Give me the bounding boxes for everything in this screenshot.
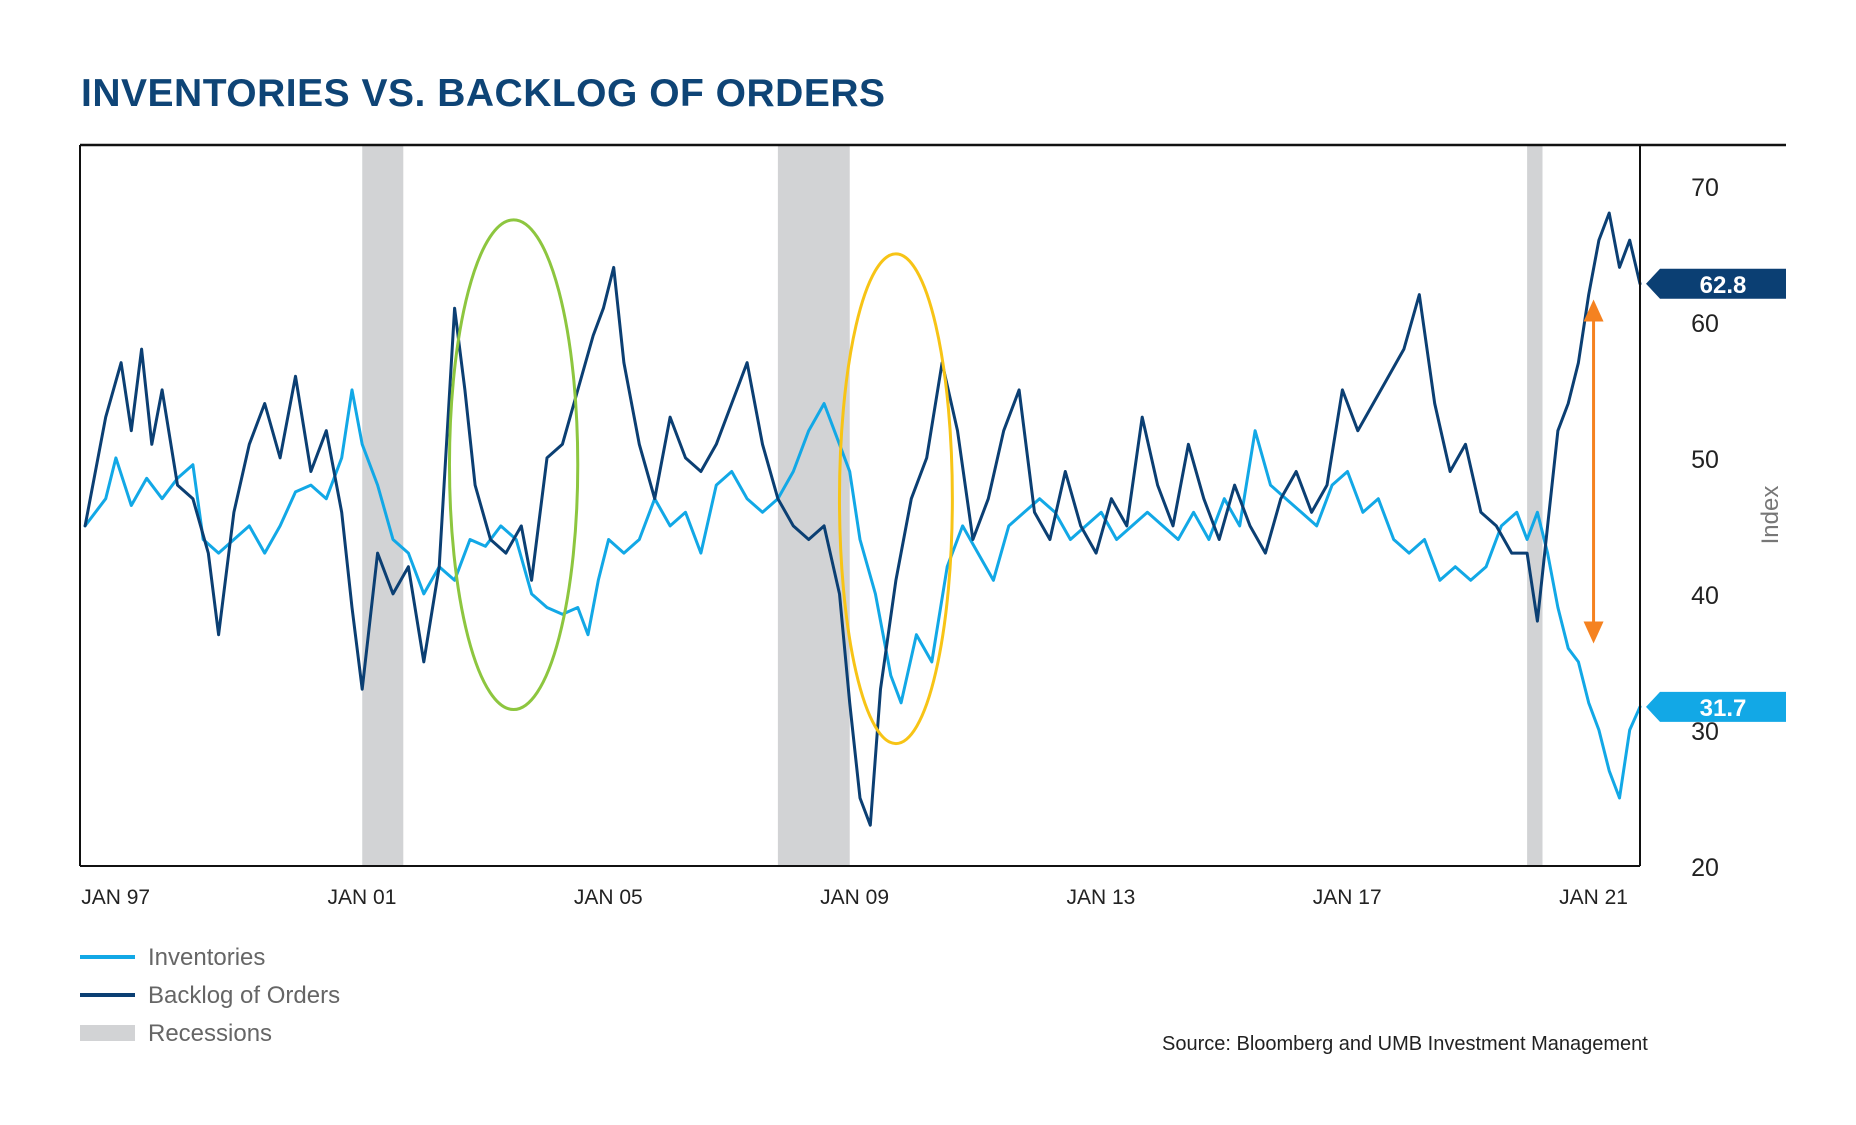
gap-arrow-head-up: [1583, 299, 1604, 322]
plot-frame: [79, 143, 1786, 867]
x-tick-label: JAN 17: [1313, 886, 1382, 909]
legend-label-inventories: Inventories: [148, 944, 265, 971]
yellow-highlight-ellipse: [837, 252, 954, 746]
x-tick-label: JAN 21: [1559, 886, 1628, 909]
legend-label-backlog-of-orders: Backlog of Orders: [148, 982, 340, 1009]
recession-band: [1527, 145, 1543, 866]
value-flag: [1646, 691, 1786, 722]
chart-title: INVENTORIES VS. BACKLOG OF ORDERS: [81, 72, 886, 115]
series-layer: [83, 211, 1642, 827]
legend: Inventories Backlog of Orders Recessions: [80, 944, 340, 1047]
y-tick-label: 30: [1691, 718, 1719, 746]
y-tick-label: 60: [1691, 310, 1719, 338]
x-tick-label: JAN 13: [1066, 886, 1135, 909]
y-axis-label: Index: [1757, 486, 1784, 545]
recession-band: [777, 145, 850, 866]
series-line-backlog-of-orders: [83, 211, 1642, 827]
value-flag-label: 31.7: [1700, 695, 1747, 722]
x-tick-label: JAN 01: [328, 886, 397, 909]
value-flag-label: 62.8: [1700, 272, 1747, 299]
legend-swatch-recessions: [80, 1025, 135, 1041]
x-tick-label: JAN 05: [574, 886, 643, 909]
source-note: Source: Bloomberg and UMB Investment Man…: [1162, 1033, 1648, 1055]
y-tick-label: 50: [1691, 446, 1719, 474]
y-tick-label: 20: [1691, 854, 1719, 882]
gap-arrow-head-down: [1583, 621, 1604, 644]
x-tick-label: JAN 97: [81, 886, 150, 909]
x-tick-label: JAN 09: [820, 886, 889, 909]
value-flag: [1646, 268, 1786, 299]
annotations: 62.8 31.7: [447, 218, 1786, 746]
axes: 20 30 40 50 60 70 JAN 97 JAN 01 JAN 05 JAN 09 JAN …: [81, 174, 1784, 909]
series-line-inventories: [83, 388, 1642, 800]
y-tick-label: 70: [1691, 174, 1719, 202]
green-highlight-ellipse: [447, 218, 580, 712]
y-tick-label: 40: [1691, 582, 1719, 610]
legend-label-recessions: Recessions: [148, 1020, 272, 1047]
